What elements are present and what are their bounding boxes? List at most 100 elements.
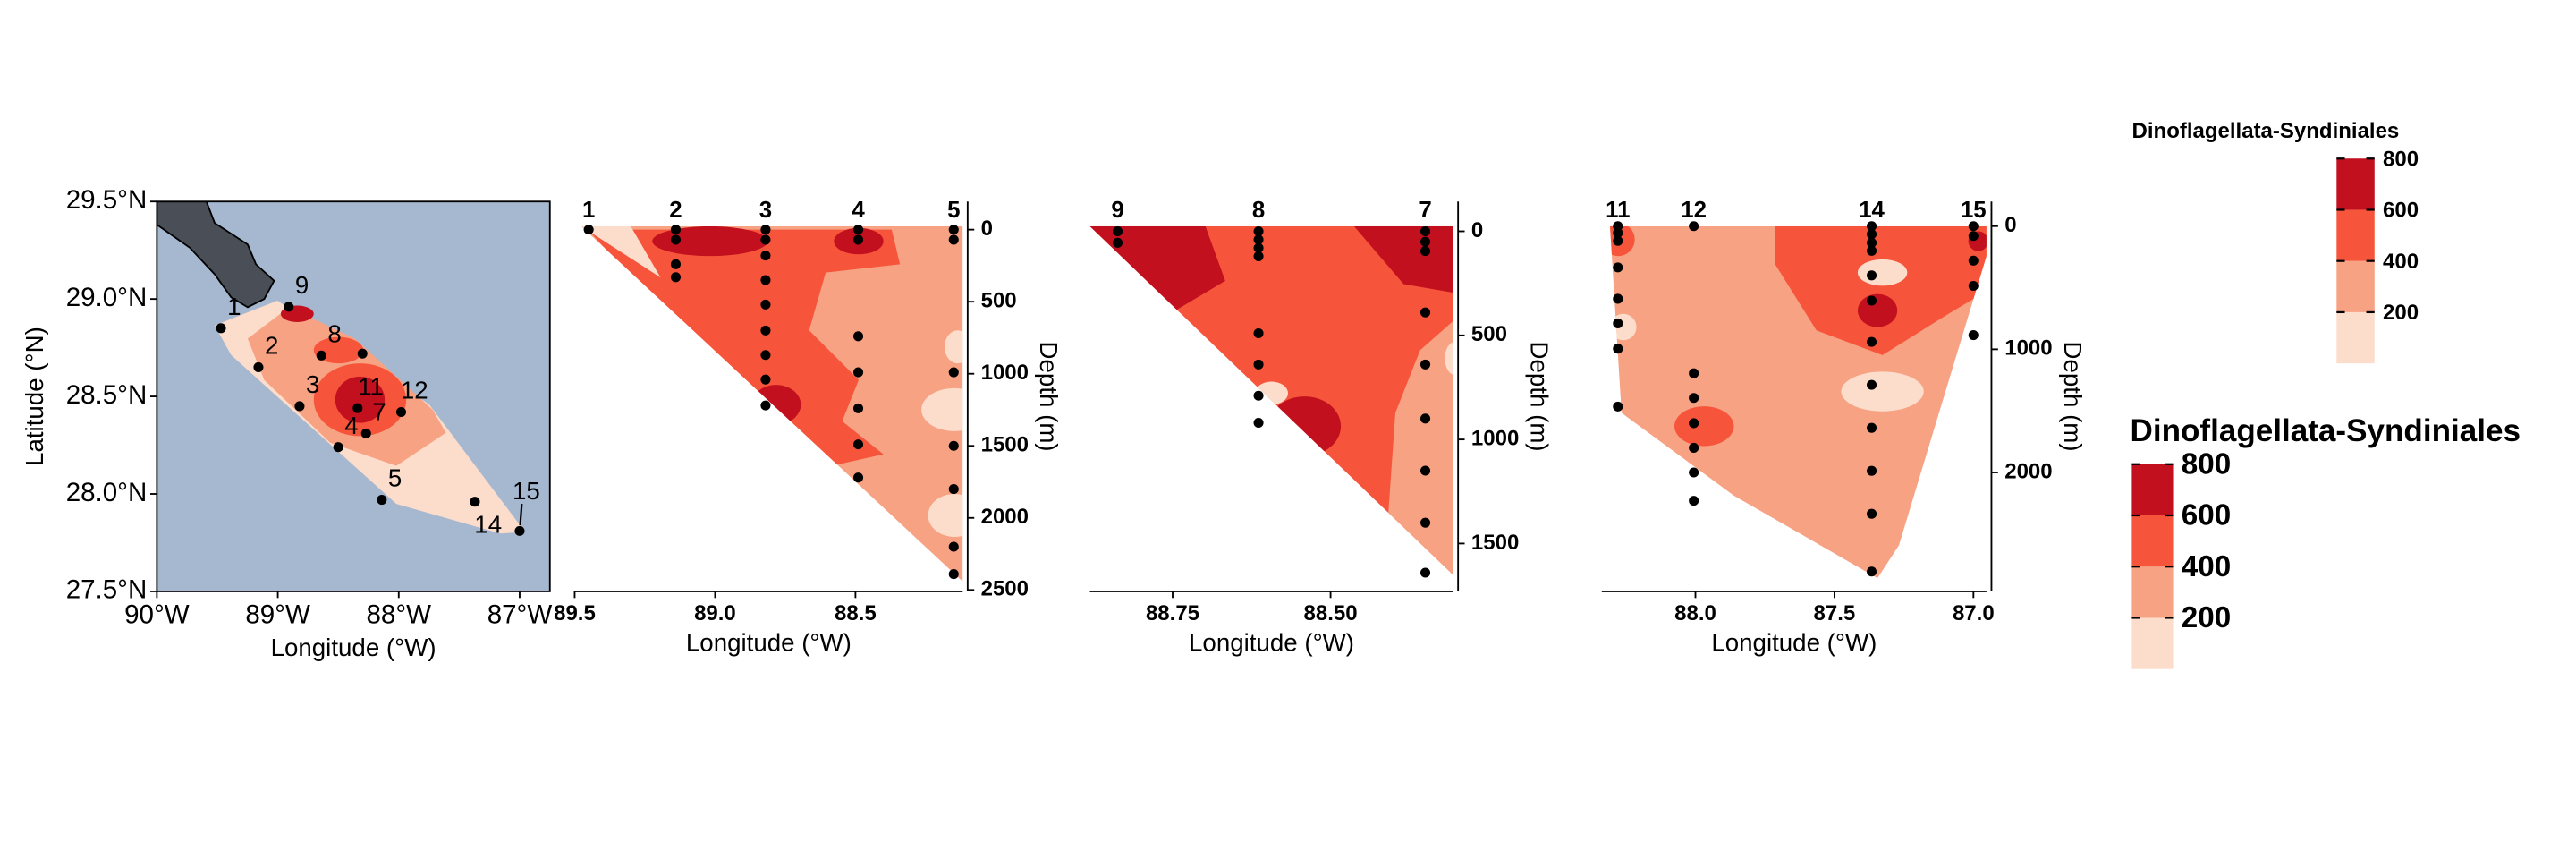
station [352,403,363,413]
sample [1968,231,1979,242]
station-label: 2 [265,332,278,360]
section-contours [1610,225,1987,579]
legend-title: Dinoflagellata-Syndiniales [2131,413,2521,448]
legend-label: 400 [2182,550,2231,583]
sample [1613,221,1623,232]
station-label: 8 [1252,198,1265,223]
sample [852,403,864,413]
sample [1689,418,1699,429]
sample [1419,413,1431,424]
sample [1867,465,1877,476]
sample [1689,221,1699,232]
legend-label: 200 [2182,601,2231,634]
sample [1419,236,1431,247]
sample [852,367,864,378]
station [514,525,525,536]
sample [760,275,771,285]
y-axis-label: Depth (m) [2059,342,2087,452]
station [216,323,226,334]
station [395,406,407,418]
station-label: 8 [327,319,341,347]
y-tick-label: 500 [981,289,1017,313]
y-tick-label: 2500 [981,577,1029,601]
sample [852,331,864,342]
station [377,494,387,506]
legend-label: 200 [2383,301,2419,325]
sample [1867,566,1877,577]
sample [1253,417,1264,429]
sample [948,440,959,451]
sample [1613,235,1623,246]
sample [1867,229,1877,240]
station-label: 7 [372,398,386,426]
x-tick-label: 87.5 [1814,601,1856,625]
station [294,401,305,412]
sample [948,367,959,378]
station-label: 14 [1859,198,1885,223]
station-label: 5 [947,198,960,223]
sample [1867,221,1877,232]
station-label: 9 [295,271,309,299]
x-tick-label: 87°W [487,600,553,629]
legend-swatch [2336,209,2375,261]
station-label: 15 [1961,198,1987,223]
sample [1419,517,1431,528]
y-axis-label: Latitude (°N) [21,327,48,466]
sample [760,325,771,336]
x-tick-label: 89.5 [554,601,596,625]
station-label: 1 [227,293,241,320]
sample [1867,237,1877,248]
sample [948,541,959,552]
sample [760,350,771,361]
sample [1689,467,1699,478]
sample [760,374,771,385]
sample [1689,393,1699,404]
legend-label: 400 [2383,250,2419,274]
sample [948,225,959,235]
y-tick-label: 1000 [2004,336,2052,361]
sample [1689,442,1699,454]
station-label: 1 [582,198,595,223]
sample [760,225,771,235]
sample [583,225,594,235]
legend-label: 600 [2182,499,2231,532]
sample [1968,330,1979,341]
sample [1419,246,1431,257]
sample [1253,242,1264,253]
y-tick-label: 1500 [981,433,1029,457]
y-tick-label: 0 [1471,218,1483,242]
sample [852,472,864,483]
sample [1867,295,1877,306]
sample [1867,379,1877,390]
sample [1867,270,1877,281]
legend-label: 600 [2383,199,2419,223]
sample [1253,359,1264,370]
y-axis-label: Depth (m) [1035,342,1063,452]
y-tick-label: 1000 [981,361,1029,385]
x-tick-label: 88.0 [1674,601,1716,625]
station-label: 4 [852,198,865,223]
station-label: 3 [759,198,772,223]
x-tick-label: 88.50 [1304,601,1358,625]
station-label: 9 [1111,198,1123,223]
section-contours [580,225,963,582]
y-tick-label: 2000 [2004,459,2052,483]
station-label: 2 [669,198,682,223]
y-tick-label: 28.0°N [66,478,148,507]
station [253,361,264,372]
sample [760,234,771,245]
y-tick-label: 0 [2004,213,2016,237]
station-label: 3 [306,370,319,398]
sample [1613,293,1623,304]
x-tick-label: 87.0 [1953,601,1995,625]
sample [1968,221,1979,232]
station-label: 12 [401,377,428,404]
y-tick-label: 2000 [981,505,1029,529]
sample [1253,390,1264,401]
station-label: 4 [344,412,358,439]
sample [1613,262,1623,273]
sample [1113,237,1123,248]
station-label: 7 [1419,198,1431,223]
y-tick-label: 1000 [1471,426,1519,450]
